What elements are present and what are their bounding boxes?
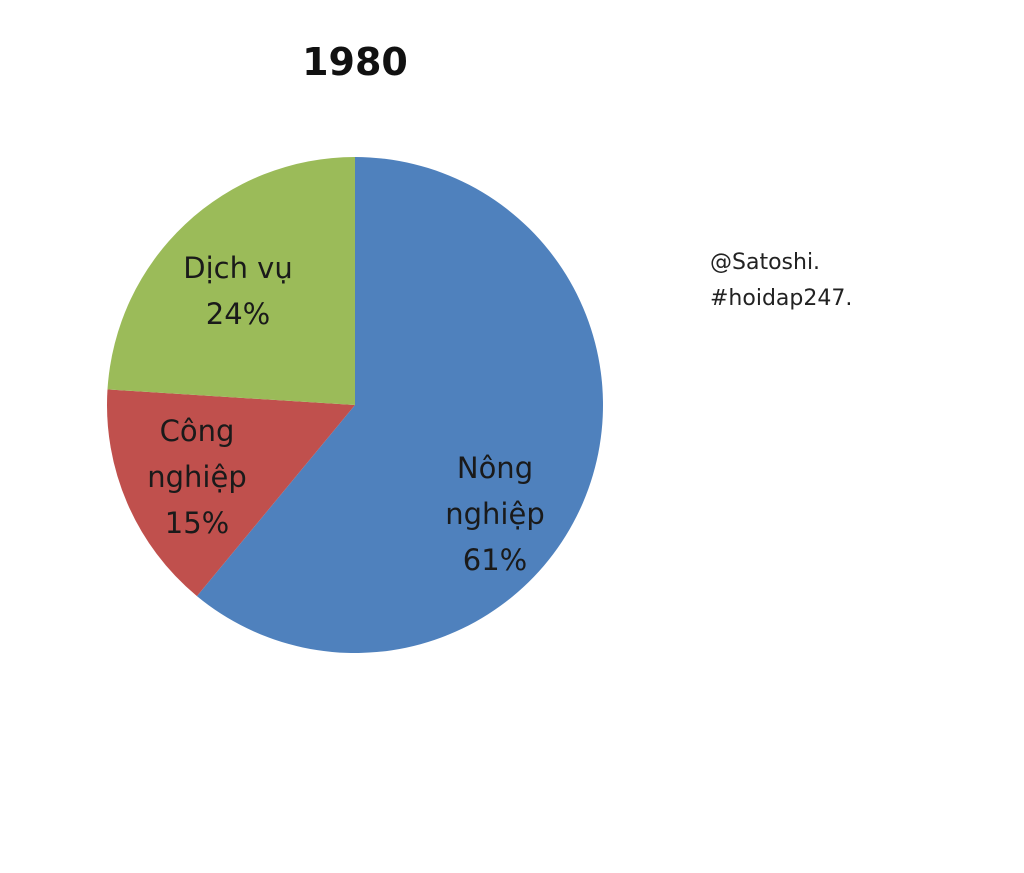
slice-value: 15% <box>164 506 230 540</box>
slice-label: Nông nghiệp 61% <box>430 445 560 583</box>
pie-slice <box>196 157 603 654</box>
annotation: #hoidap247. <box>710 286 853 311</box>
slice-value: 61% <box>462 543 528 577</box>
annotation: @Satoshi. <box>710 250 821 275</box>
chart-title: 1980 <box>302 40 408 84</box>
pie-slice <box>107 389 355 597</box>
slice-category: Dịch vụ <box>183 251 293 285</box>
pie-slice <box>107 157 355 405</box>
slice-label: Công nghiệp 15% <box>132 408 262 546</box>
slice-category: Nông nghiệp <box>445 451 545 531</box>
slice-category: Công nghiệp <box>147 414 247 494</box>
slice-value: 24% <box>205 297 271 331</box>
slice-label: Dịch vụ 24% <box>173 245 303 337</box>
